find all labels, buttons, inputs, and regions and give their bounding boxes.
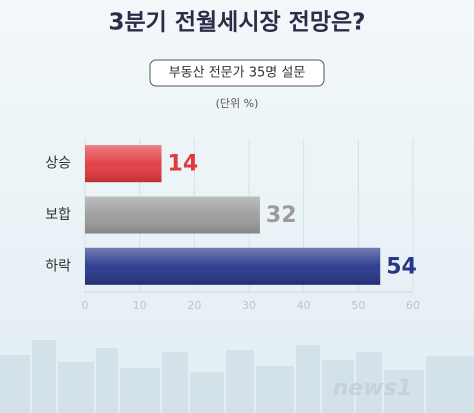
value-label: 14 (168, 152, 199, 177)
bar-shine (85, 247, 381, 285)
unit-note: (단위 %) (216, 97, 259, 110)
subtitle-box (149, 59, 325, 87)
x-tick-label: 0 (82, 299, 89, 312)
x-tick-label: 60 (406, 299, 420, 312)
category-label: 하락 (45, 258, 71, 274)
bar-shine (85, 196, 260, 234)
value-label: 32 (266, 203, 297, 228)
value-label: 54 (386, 254, 417, 279)
chart-title: 3분기 전월세시장 전망은? (109, 10, 366, 36)
logo: news1 (333, 376, 412, 401)
subtitle: 부동산 전문가 35명 설문 (169, 66, 306, 81)
x-tick-label: 50 (351, 299, 365, 312)
bar-shine (85, 145, 162, 183)
city-silhouette (0, 340, 474, 413)
x-tick-label: 10 (133, 299, 147, 312)
x-tick-label: 30 (242, 299, 256, 312)
x-tick-label: 40 (297, 299, 311, 312)
category-label: 상승 (45, 156, 71, 172)
category-label: 보합 (45, 207, 71, 223)
x-tick-label: 20 (187, 299, 201, 312)
